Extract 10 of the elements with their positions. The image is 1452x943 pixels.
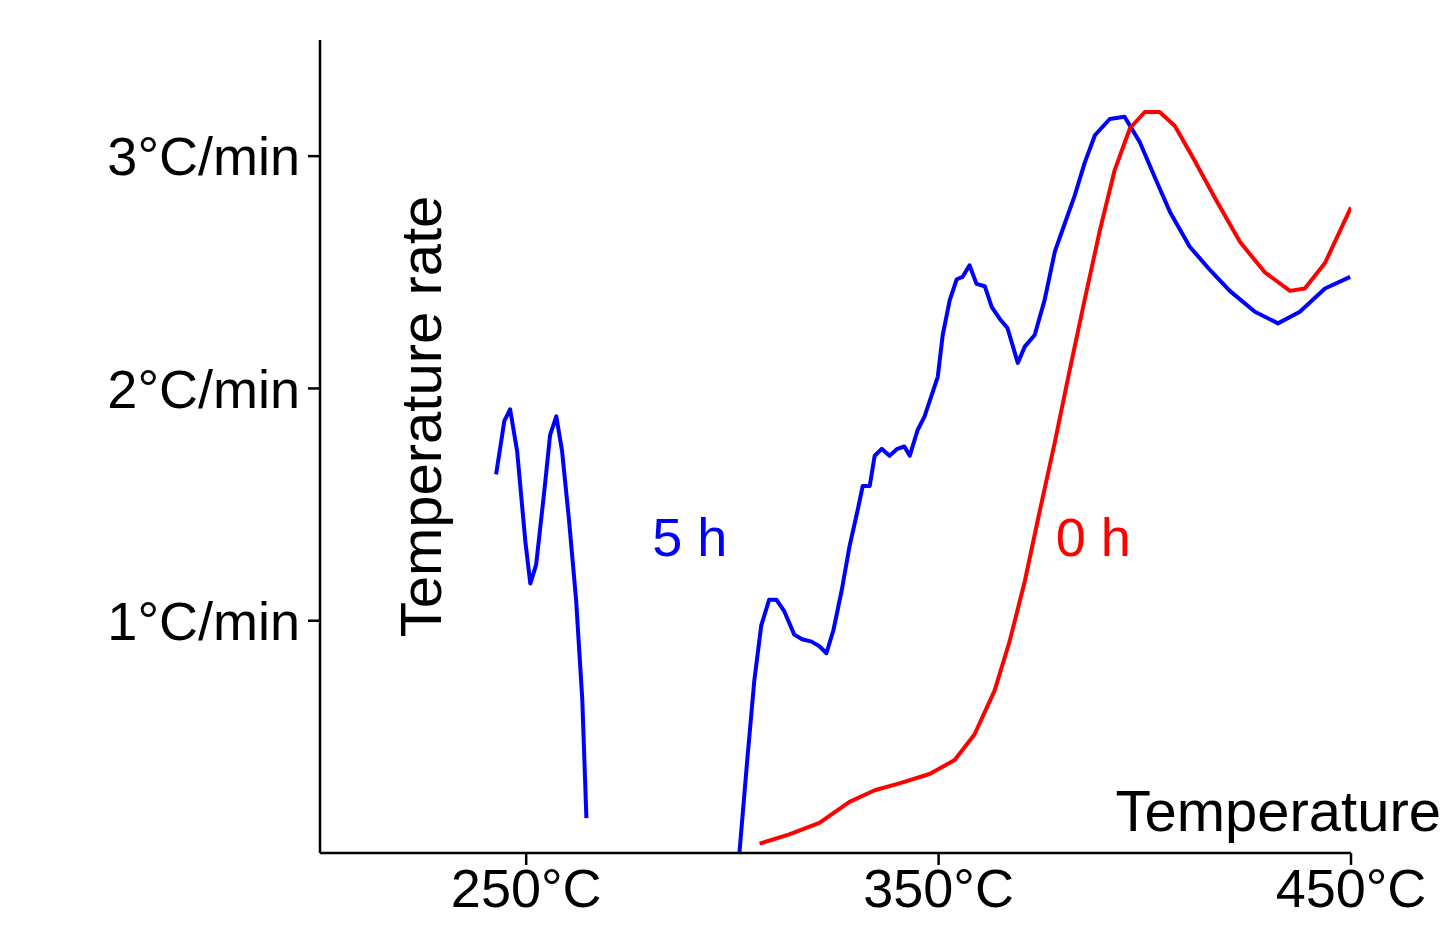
series-label: 5 h (652, 506, 728, 567)
x-tick-label: 450°C (1275, 858, 1427, 919)
x-tick-label: 250°C (450, 858, 602, 919)
y-tick-label: 3°C/min (107, 126, 300, 187)
series-label: 0 h (1055, 506, 1131, 567)
y-tick-label: 2°C/min (107, 358, 300, 419)
x-axis-title: Temperature (1115, 778, 1441, 843)
y-tick-label: 1°C/min (107, 590, 300, 651)
y-axis-title: Temperature rate (387, 195, 453, 638)
x-tick-label: 350°C (863, 858, 1014, 919)
